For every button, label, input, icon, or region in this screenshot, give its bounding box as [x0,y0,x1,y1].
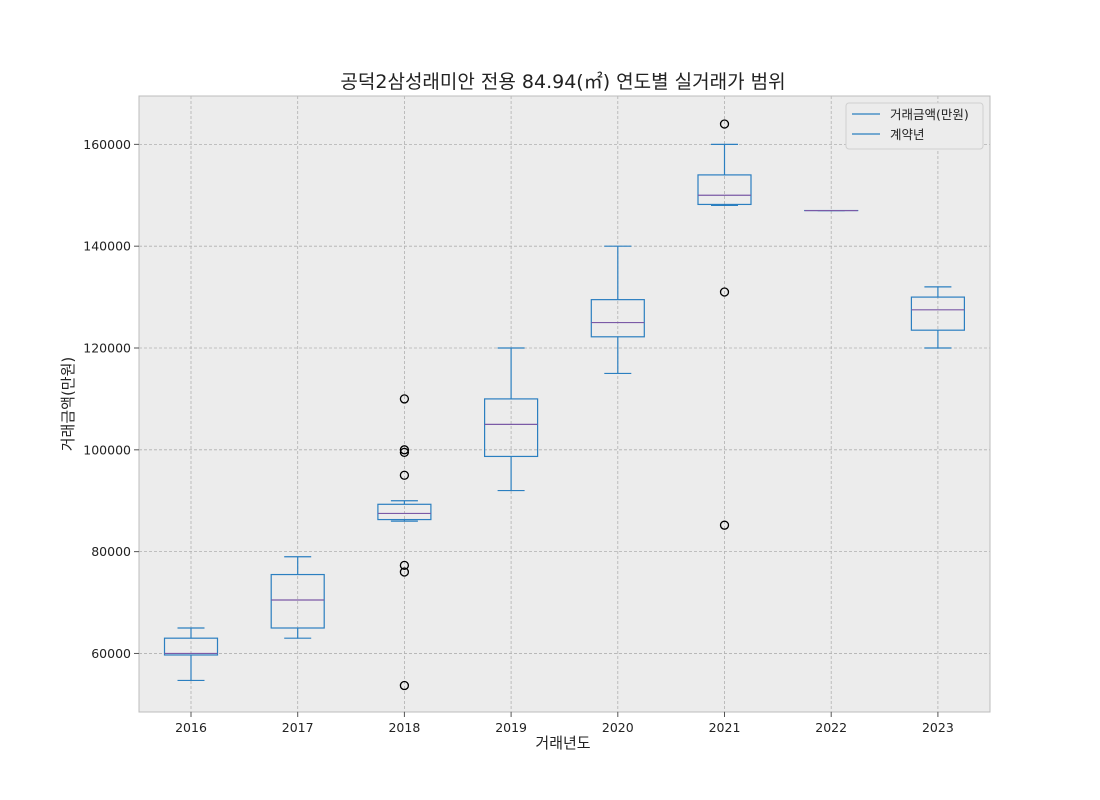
x-axis-label: 거래년도 [535,734,590,752]
box-2023 [910,286,966,349]
x-tick-label: 2021 [709,720,741,735]
box-body [484,398,539,458]
box-2021 [697,119,752,530]
axis-ticks: 60000 80000 100000 120000 140000 160000 2016 20… [83,137,954,735]
outlier-point [399,445,410,455]
y-tick-label: 160000 [83,137,131,152]
box-2020 [590,245,645,375]
outlier-point [399,470,410,480]
y-axis-label: 거래금액(만원) [59,357,77,452]
legend: 거래금액(만원) 계약년 [845,102,984,150]
box-body [697,174,752,206]
box-body [270,573,325,629]
y-tick-label: 140000 [83,239,131,254]
outlier-point [399,447,410,458]
box-series [163,119,966,691]
y-tick-label: 120000 [83,341,131,356]
y-tick-label: 60000 [91,646,131,661]
grid-lines [139,96,990,712]
outlier-point [399,680,410,691]
plot-area [139,96,990,712]
plot-frame [138,95,991,713]
y-tick-label: 80000 [91,544,131,559]
outlier-point [719,287,730,297]
legend-label-year: 계약년 [890,127,925,142]
legend-label-price: 거래금액(만원) [890,107,969,122]
x-tick-label: 2016 [175,720,207,735]
x-tick-label: 2018 [388,720,420,735]
outlier-point [719,119,730,129]
box-2019 [484,347,539,492]
x-tick-label: 2020 [602,720,634,735]
box-2017 [270,556,325,639]
x-tick-label: 2019 [495,720,527,735]
box-body [590,299,645,338]
outlier-point [399,394,410,404]
box-body [377,503,432,521]
box-2018 [377,394,432,691]
x-tick-label: 2023 [922,720,954,735]
outlier-point [399,560,410,571]
x-tick-label: 2017 [282,720,314,735]
y-tick-label: 100000 [83,442,131,457]
outlier-point [719,520,730,530]
box-body [910,296,966,331]
x-tick-label: 2022 [815,720,847,735]
chart-title: 공덕2삼성래미안 전용 84.94(㎡) 연도별 실거래가 범위 [340,70,785,93]
legend-frame [845,102,984,150]
box-2016 [163,627,219,682]
outlier-point [399,567,410,577]
box-body [163,637,219,656]
